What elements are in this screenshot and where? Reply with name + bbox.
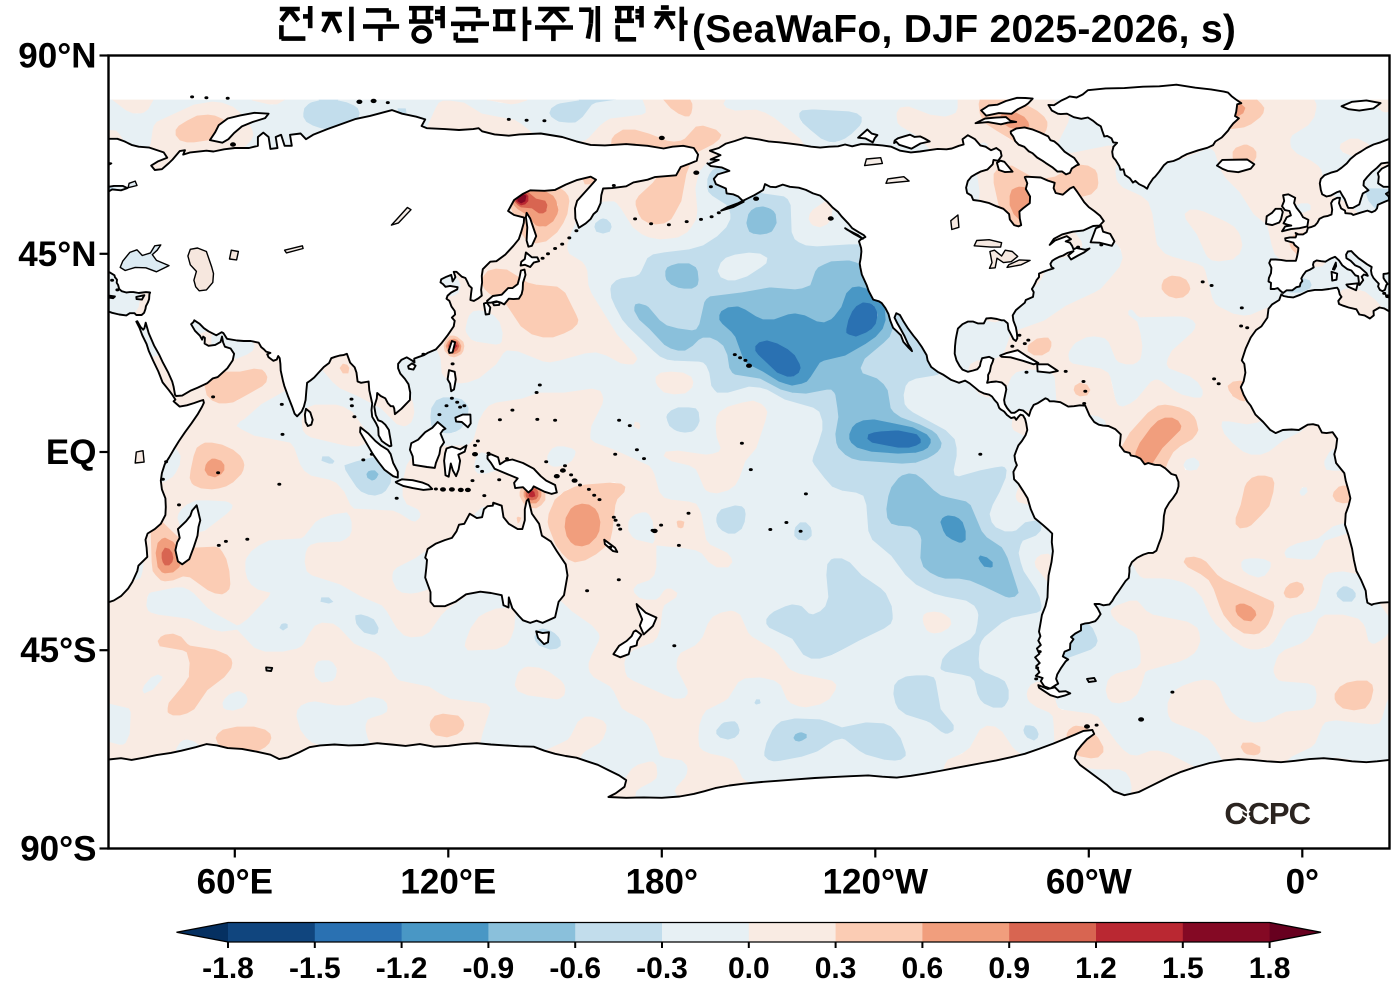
svg-text:180°: 180° [626, 863, 698, 902]
svg-text:-1.5: -1.5 [289, 952, 341, 985]
svg-text:OCPC: OCPC [1224, 796, 1310, 831]
svg-text:1.5: 1.5 [1162, 952, 1204, 985]
svg-text:60°E: 60°E [197, 863, 273, 902]
svg-text:90°S: 90°S [20, 830, 96, 869]
svg-text:0.0: 0.0 [728, 952, 770, 985]
svg-text:60°W: 60°W [1046, 863, 1132, 902]
svg-text:1.8: 1.8 [1249, 952, 1291, 985]
svg-text:-0.6: -0.6 [549, 952, 601, 985]
svg-text:90°N: 90°N [18, 37, 96, 76]
svg-text:EQ: EQ [46, 433, 97, 472]
svg-text:0.3: 0.3 [815, 952, 857, 985]
svg-text:0°: 0° [1286, 863, 1319, 902]
svg-text:120°E: 120°E [400, 863, 496, 902]
svg-text:0.9: 0.9 [988, 952, 1030, 985]
svg-text:-1.2: -1.2 [376, 952, 428, 985]
svg-text:45°N: 45°N [18, 235, 96, 274]
svg-text:(SeaWaFo, DJF 2025-2026, s): (SeaWaFo, DJF 2025-2026, s) [692, 8, 1236, 51]
svg-text:45°S: 45°S [20, 631, 96, 670]
svg-text:1.2: 1.2 [1075, 952, 1117, 985]
svg-text:-1.8: -1.8 [202, 952, 254, 985]
svg-text:120°W: 120°W [823, 863, 928, 902]
svg-text:-0.3: -0.3 [636, 952, 688, 985]
svg-text:-0.9: -0.9 [463, 952, 515, 985]
svg-text:0.6: 0.6 [902, 952, 944, 985]
